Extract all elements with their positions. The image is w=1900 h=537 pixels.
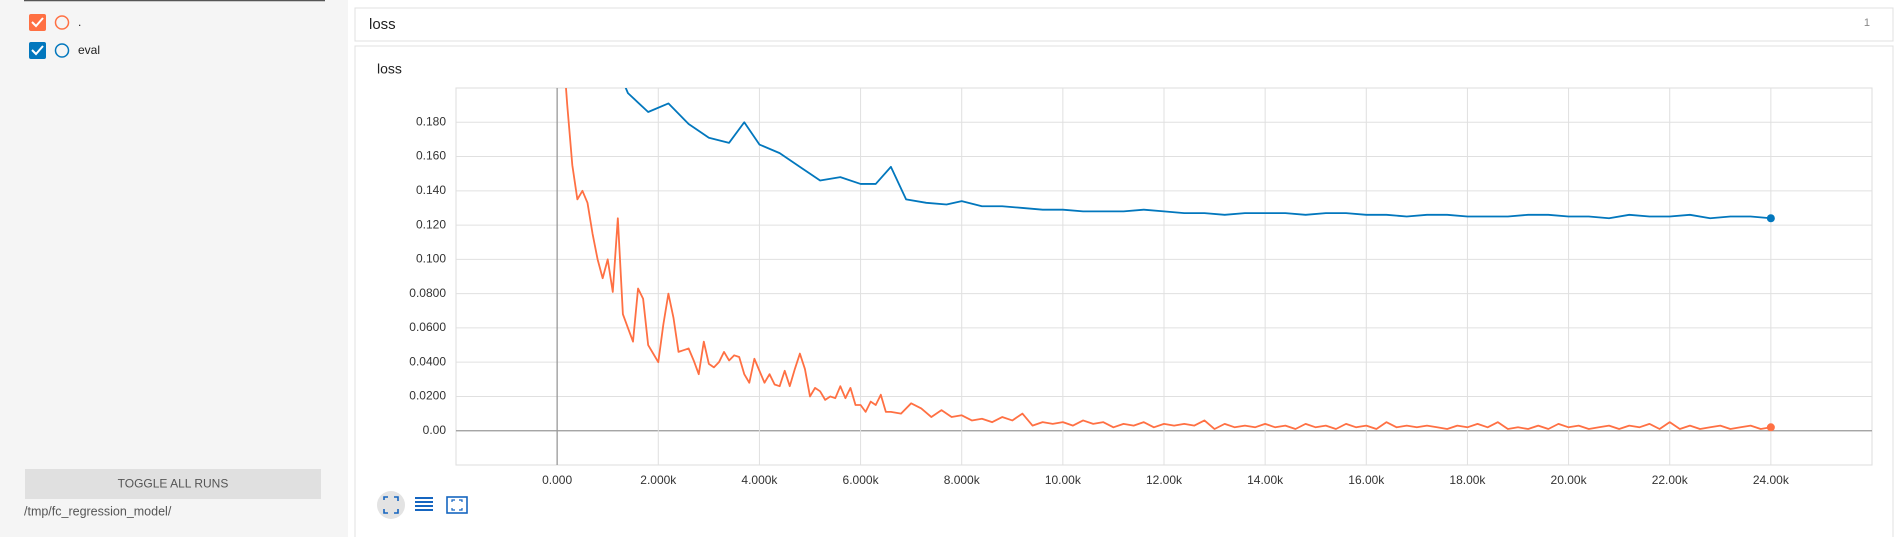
y-tick-label: 0.180 <box>416 114 446 128</box>
run-name: eval <box>78 43 100 57</box>
last-point <box>1766 423 1775 432</box>
x-tick-label: 14.00k <box>1247 473 1284 487</box>
sidebar <box>0 0 348 537</box>
log-icon <box>415 497 433 511</box>
run-name: . <box>78 15 81 29</box>
toolbar <box>377 491 468 519</box>
x-tick-label: 6.000k <box>843 473 880 487</box>
y-tick-label: 0.140 <box>416 183 446 197</box>
x-tick-label: 2.000k <box>640 473 677 487</box>
run-row[interactable]: eval <box>29 42 100 59</box>
y-tick-label: 0.100 <box>416 252 446 266</box>
card-title: loss <box>369 16 396 33</box>
y-tick-label: 0.00 <box>423 423 447 437</box>
grid <box>455 87 1873 466</box>
x-tick-label: 8.000k <box>944 473 981 487</box>
check <box>31 45 44 56</box>
plot-lines <box>565 88 1775 432</box>
tick-labels: 0.00 0.0200 0.0400 0.0600 0.0800 0.100 0.120 0.… <box>409 114 1790 487</box>
x-tick-label: 10.00k <box>1045 473 1082 487</box>
x-tick-label: 4.000k <box>741 473 778 487</box>
logdir-path: /tmp/fc_regression_model/ <box>24 504 172 518</box>
zoom-button[interactable] <box>446 496 468 514</box>
card-header[interactable] <box>354 7 1894 42</box>
y-tick-label: 0.0800 <box>409 286 446 300</box>
x-tick-label: 0.000 <box>542 473 572 487</box>
y-tick-label: 0.0400 <box>409 354 446 368</box>
y-tick-label: 0.0200 <box>409 389 446 403</box>
run-color <box>54 43 70 58</box>
card-count: 1 <box>1864 17 1870 29</box>
x-tick-label: 24.00k <box>1753 473 1790 487</box>
fit-button[interactable] <box>377 491 405 519</box>
x-tick-label: 16.00k <box>1348 473 1385 487</box>
zoom-inner <box>451 499 463 511</box>
x-tick-label: 20.00k <box>1551 473 1588 487</box>
log-button[interactable] <box>415 497 433 513</box>
y-tick-label: 0.160 <box>416 149 446 163</box>
x-tick-label: 12.00k <box>1146 473 1183 487</box>
check <box>31 17 44 28</box>
x-tick-label: 18.00k <box>1449 473 1486 487</box>
fit-icon <box>383 496 399 514</box>
chart-title: loss <box>377 61 402 77</box>
series-line <box>565 88 1772 430</box>
run-row[interactable]: . <box>29 14 81 31</box>
toggle-label: TOGGLE ALL RUNS <box>118 477 229 491</box>
chart-card <box>354 45 1894 537</box>
y-tick-label: 0.120 <box>416 217 446 231</box>
x-tick-label: 22.00k <box>1652 473 1689 487</box>
y-tick-label: 0.0600 <box>409 320 446 334</box>
last-point <box>1766 214 1775 223</box>
run-color <box>54 15 70 30</box>
series-line <box>624 88 1771 220</box>
zoom-icon <box>446 496 468 514</box>
toggle-button[interactable] <box>25 469 321 499</box>
